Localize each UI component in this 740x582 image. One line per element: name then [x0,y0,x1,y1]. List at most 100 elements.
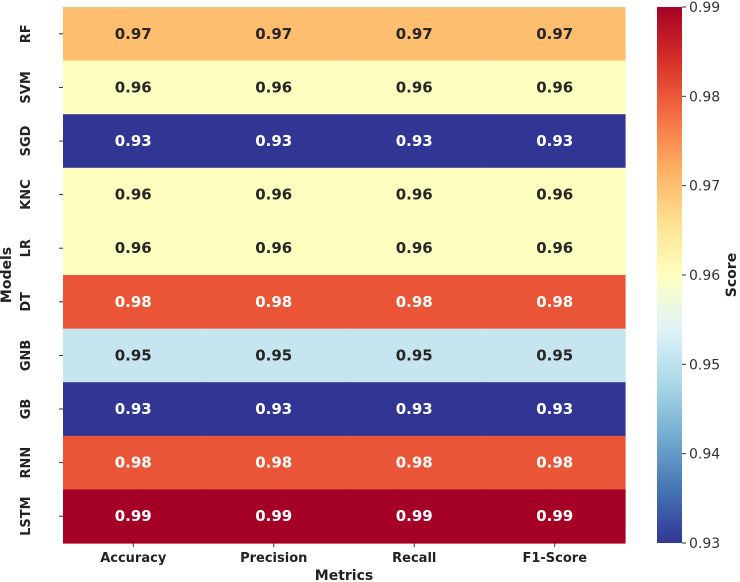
colorbar-tick-label: 0.99 [689,0,720,16]
heatmap-cell-label: 0.98 [115,454,152,472]
heatmap-cell-label: 0.98 [536,293,573,311]
heatmap-cell-label: 0.96 [115,186,152,204]
heatmap-cell [203,435,345,490]
row-tick-label: GB [19,399,34,420]
heatmap-cell [203,275,345,330]
heatmap-cell-labels: 0.97 0.97 0.97 0.97 0.96 0.96 0.96 0.96 0.93 0.93… [115,25,574,525]
row-tick-label: LSTM [19,496,34,535]
heatmap-cell [63,114,205,169]
heatmap-cell [344,7,486,62]
heatmap-cell [484,382,626,437]
heatmap-cell [344,221,486,276]
heatmap-cell-label: 0.95 [115,346,152,364]
heatmap-cell-label: 0.98 [255,454,292,472]
row-tick-label: LR [19,239,34,257]
colorbar-tick-label: 0.95 [689,357,720,373]
row-tick-label: GNB [19,340,34,371]
heatmap-cell-label: 0.95 [396,346,433,364]
heatmap-cell [344,167,486,222]
x-axis-title: Metrics [315,568,373,582]
heatmap-cell-label: 0.98 [115,293,152,311]
heatmap-cell [63,60,205,115]
heatmap-cell [484,114,626,169]
colorbar-tick-label: 0.93 [689,536,720,552]
heatmap-cell [344,489,486,544]
heatmap-cell [63,435,205,490]
heatmap-cell [344,114,486,169]
heatmap-cell [484,60,626,115]
heatmap-cell [63,167,205,222]
heatmap-cell-label: 0.93 [396,400,433,418]
heatmap-cell [203,328,345,383]
row-tick-label: RF [19,24,34,43]
heatmap-cell-label: 0.96 [255,239,292,257]
heatmap-cell [484,221,626,276]
heatmap-cell [344,382,486,437]
heatmap-cell-label: 0.99 [255,507,292,525]
heatmap-cell-label: 0.93 [536,132,573,150]
colorbar-title: Score [724,253,740,297]
heatmap-cell [63,221,205,276]
heatmap-cell [484,7,626,62]
heatmap-cell-label: 0.99 [115,507,152,525]
colorbar-tick-label: 0.96 [689,268,720,284]
heatmap-cell-label: 0.93 [115,132,152,150]
colorbar-tick-label: 0.98 [689,89,720,105]
colorbar-gradient [657,7,682,543]
heatmap-cell-label: 0.99 [536,507,573,525]
heatmap-cell-label: 0.96 [536,239,573,257]
heatmap-cell-label: 0.99 [396,507,433,525]
heatmap-cell [203,221,345,276]
heatmap-cell-label: 0.96 [536,78,573,96]
heatmap-cell [484,435,626,490]
heatmap-cell [63,489,205,544]
heatmap-cell-label: 0.96 [115,78,152,96]
colorbar: 0.93 0.94 0.95 0.96 0.97 0.98 0.99 [657,0,720,552]
heatmap-cell-label: 0.96 [255,78,292,96]
column-tick-label: F1-Score [522,551,587,566]
heatmap-cell-label: 0.98 [255,293,292,311]
heatmap-cell-label: 0.96 [255,186,292,204]
heatmap-cell-label: 0.95 [255,346,292,364]
row-tick-label: DT [19,292,34,312]
heatmap-cell-label: 0.96 [536,186,573,204]
heatmap-cell-label: 0.97 [536,25,573,43]
heatmap-cell-label: 0.97 [396,25,433,43]
colorbar-tick-label: 0.97 [689,179,720,195]
heatmap-cell [344,435,486,490]
row-tick-labels: RF SVM SGD KNC LR DT GNB GB RNN LSTM [19,24,63,536]
y-axis-title: Models [0,247,15,303]
heatmap-cell-label: 0.93 [255,132,292,150]
heatmap-cell [484,167,626,222]
heatmap-cell-label: 0.96 [396,186,433,204]
heatmap-cell [344,328,486,383]
row-tick-label: KNC [19,179,34,210]
heatmap-cell [63,275,205,330]
heatmap-cells [63,7,626,544]
row-tick-label: RNN [19,447,34,479]
column-tick-label: Recall [392,551,436,566]
row-tick-label: SVM [19,71,34,103]
heatmap-cell [203,489,345,544]
heatmap-cell-label: 0.96 [115,239,152,257]
heatmap-cell [203,167,345,222]
column-tick-label: Accuracy [100,551,167,566]
heatmap-cell [63,7,205,62]
heatmap-cell [203,114,345,169]
column-tick-label: Precision [240,551,307,566]
heatmap-cell [63,328,205,383]
heatmap-cell [203,382,345,437]
column-tick-labels: Accuracy Precision Recall F1-Score [100,543,587,566]
heatmap-cell-label: 0.98 [396,293,433,311]
row-tick-label: SGD [19,125,34,156]
heatmap-cell-label: 0.98 [396,454,433,472]
heatmap-cell [203,7,345,62]
heatmap-cell-label: 0.93 [255,400,292,418]
heatmap-cell-label: 0.95 [536,346,573,364]
heatmap-cell-label: 0.96 [396,239,433,257]
heatmap-cell [344,275,486,330]
heatmap-cell [484,328,626,383]
heatmap-cell-label: 0.93 [396,132,433,150]
heatmap-cell-label: 0.97 [115,25,152,43]
heatmap-cell-label: 0.97 [255,25,292,43]
